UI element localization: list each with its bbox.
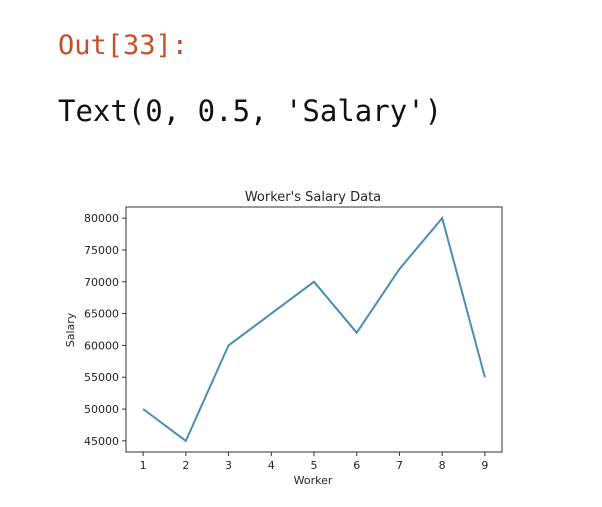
x-tick-label: 8 bbox=[439, 459, 446, 472]
x-tick-label: 5 bbox=[311, 459, 318, 472]
x-tick-label: 4 bbox=[268, 459, 275, 472]
y-tick-label: 45000 bbox=[84, 435, 119, 448]
series-line-salary bbox=[142, 215, 486, 443]
x-tick-label: 2 bbox=[182, 459, 189, 472]
x-tick-label: 1 bbox=[140, 459, 147, 472]
chart-title: Worker's Salary Data bbox=[245, 190, 381, 205]
y-axis-label: Salary bbox=[64, 312, 77, 347]
x-tick-label: 9 bbox=[481, 459, 488, 472]
x-axis-label: Worker bbox=[294, 474, 333, 487]
plot-frame bbox=[125, 206, 503, 453]
output-prompt: Out[33]: bbox=[58, 30, 189, 61]
y-tick-label: 80000 bbox=[84, 212, 119, 225]
y-axis-ticks: 45000 50000 55000 60000 65000 70000 75000 80000 bbox=[84, 212, 126, 448]
x-tick-label: 3 bbox=[225, 459, 232, 472]
y-tick-label: 65000 bbox=[84, 308, 119, 321]
x-axis-ticks: 1 2 3 4 5 6 7 8 9 bbox=[140, 452, 488, 472]
y-tick-label: 50000 bbox=[84, 403, 119, 416]
x-tick-label: 6 bbox=[353, 459, 360, 472]
y-tick-label: 75000 bbox=[84, 244, 119, 257]
y-tick-label: 55000 bbox=[84, 371, 119, 384]
x-tick-label: 7 bbox=[396, 459, 403, 472]
y-tick-label: 60000 bbox=[84, 339, 119, 352]
output-text: Text(0, 0.5, 'Salary') bbox=[58, 94, 443, 128]
y-tick-label: 70000 bbox=[84, 276, 119, 289]
